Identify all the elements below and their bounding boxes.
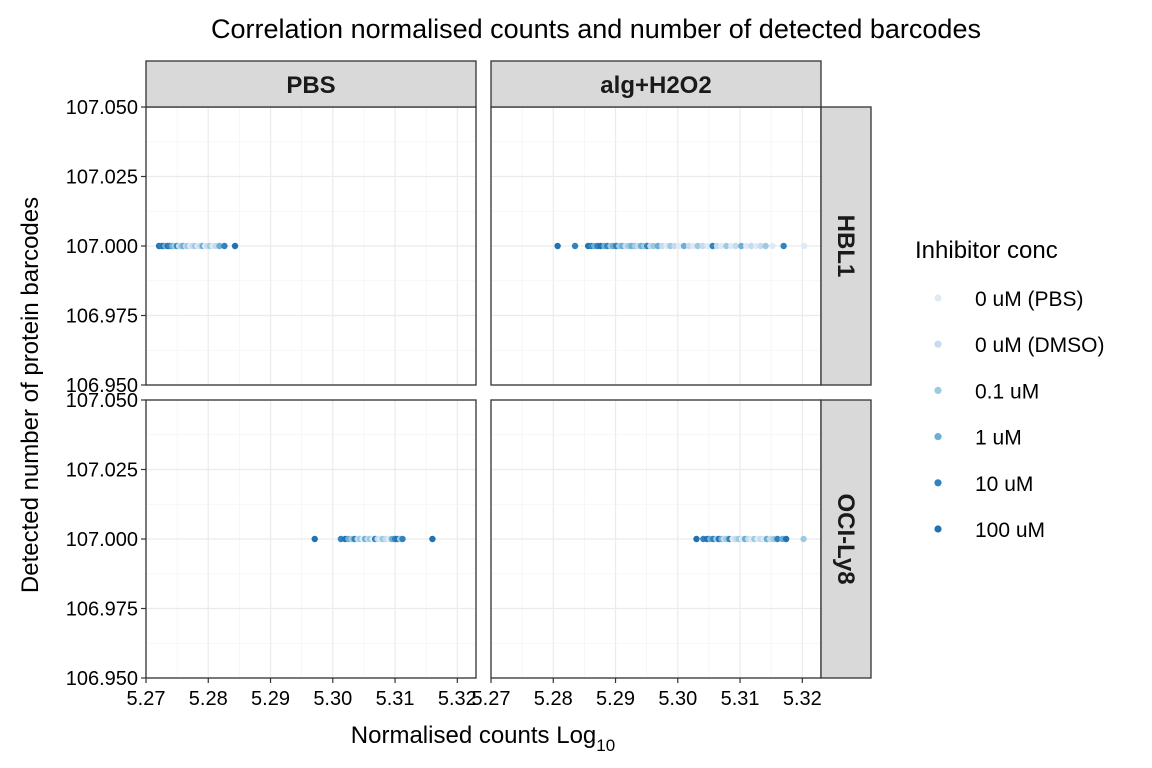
x-tick-label: 5.29 [251,688,290,710]
legend-key [934,294,942,302]
data-point [680,242,688,250]
data-point [774,535,781,543]
facet-strip-label: alg+H2O2 [600,72,711,99]
y-tick-label: 106.950 [66,375,138,397]
data-point [769,242,776,250]
legend-label: 1 uM [975,427,1022,450]
x-tick-label: 5.30 [313,688,352,710]
x-tick-label: 5.31 [721,688,760,710]
legend-key [934,433,942,441]
legend-key [934,479,942,487]
legend-title: Inhibitor conc [915,237,1058,264]
legend-key [934,340,942,348]
data-point [231,242,239,250]
data-point [675,242,683,250]
data-point [757,242,764,250]
y-tick-label: 107.050 [66,390,138,412]
facet-strip-label: OCI-Ly8 [832,493,859,584]
data-point [704,242,711,250]
facet-strip-alg-h2o2 [490,60,822,108]
data-point [571,242,579,250]
y-tick-label: 107.025 [66,460,138,482]
data-point [699,242,706,250]
data-point [718,242,725,250]
x-tick-label: 5.30 [658,688,697,710]
data-point [554,242,561,250]
data-point [723,242,730,250]
data-point [216,242,223,250]
data-point [762,242,769,250]
chart-title: Correlation normalised counts and number… [211,14,981,44]
y-tick-label: 107.000 [66,529,138,551]
data-point [800,242,808,250]
data-point [748,242,755,250]
x-tick-label: 5.27 [127,688,166,710]
data-point [782,535,790,543]
y-tick-label: 106.950 [66,668,138,690]
data-point [429,535,436,543]
x-tick-label: 5.27 [472,688,511,710]
legend: Inhibitor conc 0 uM (PBS) 0 uM (DMSO) 0.1 … [915,237,1105,542]
data-point [800,535,807,543]
facet-strip-label: PBS [286,72,335,99]
data-point [693,535,700,543]
legend-label: 0 uM (DMSO) [975,334,1105,357]
x-tick-label: 5.28 [534,688,573,710]
legend-label: 10 uM [975,473,1033,496]
data-point [694,242,701,250]
x-axis-label: Normalised counts Log10 [351,722,615,755]
data-point [221,242,228,250]
legend-key [934,386,942,394]
x-tick-label: 5.28 [189,688,228,710]
facet-strip-pbs [145,60,477,108]
data-point [780,242,787,250]
data-point [732,242,739,250]
legend-label: 0 uM (PBS) [975,288,1084,311]
legend-key [934,525,942,533]
facet-strip-hbl1 [820,106,872,386]
data-point [311,535,318,543]
legend-label: 100 uM [975,519,1045,542]
x-tick-label: 5.29 [596,688,635,710]
facet-strip-label: HBL1 [832,215,859,278]
y-tick-label: 106.975 [66,599,138,621]
legend-label: 0.1 uM [975,380,1039,403]
y-tick-label: 107.050 [66,97,138,119]
y-tick-label: 107.000 [66,236,138,258]
x-tick-label: 5.31 [376,688,415,710]
facet-strip-oci-ly8 [820,399,872,679]
data-point [738,242,745,250]
data-point [399,535,406,543]
y-tick-label: 107.025 [66,167,138,189]
x-tick-label: 5.32 [783,688,822,710]
y-axis-label: Detected number of protein barcodes [17,197,44,593]
y-tick-label: 106.975 [66,306,138,328]
data-point [743,242,750,250]
x-tick-label: 5.32 [438,688,477,710]
